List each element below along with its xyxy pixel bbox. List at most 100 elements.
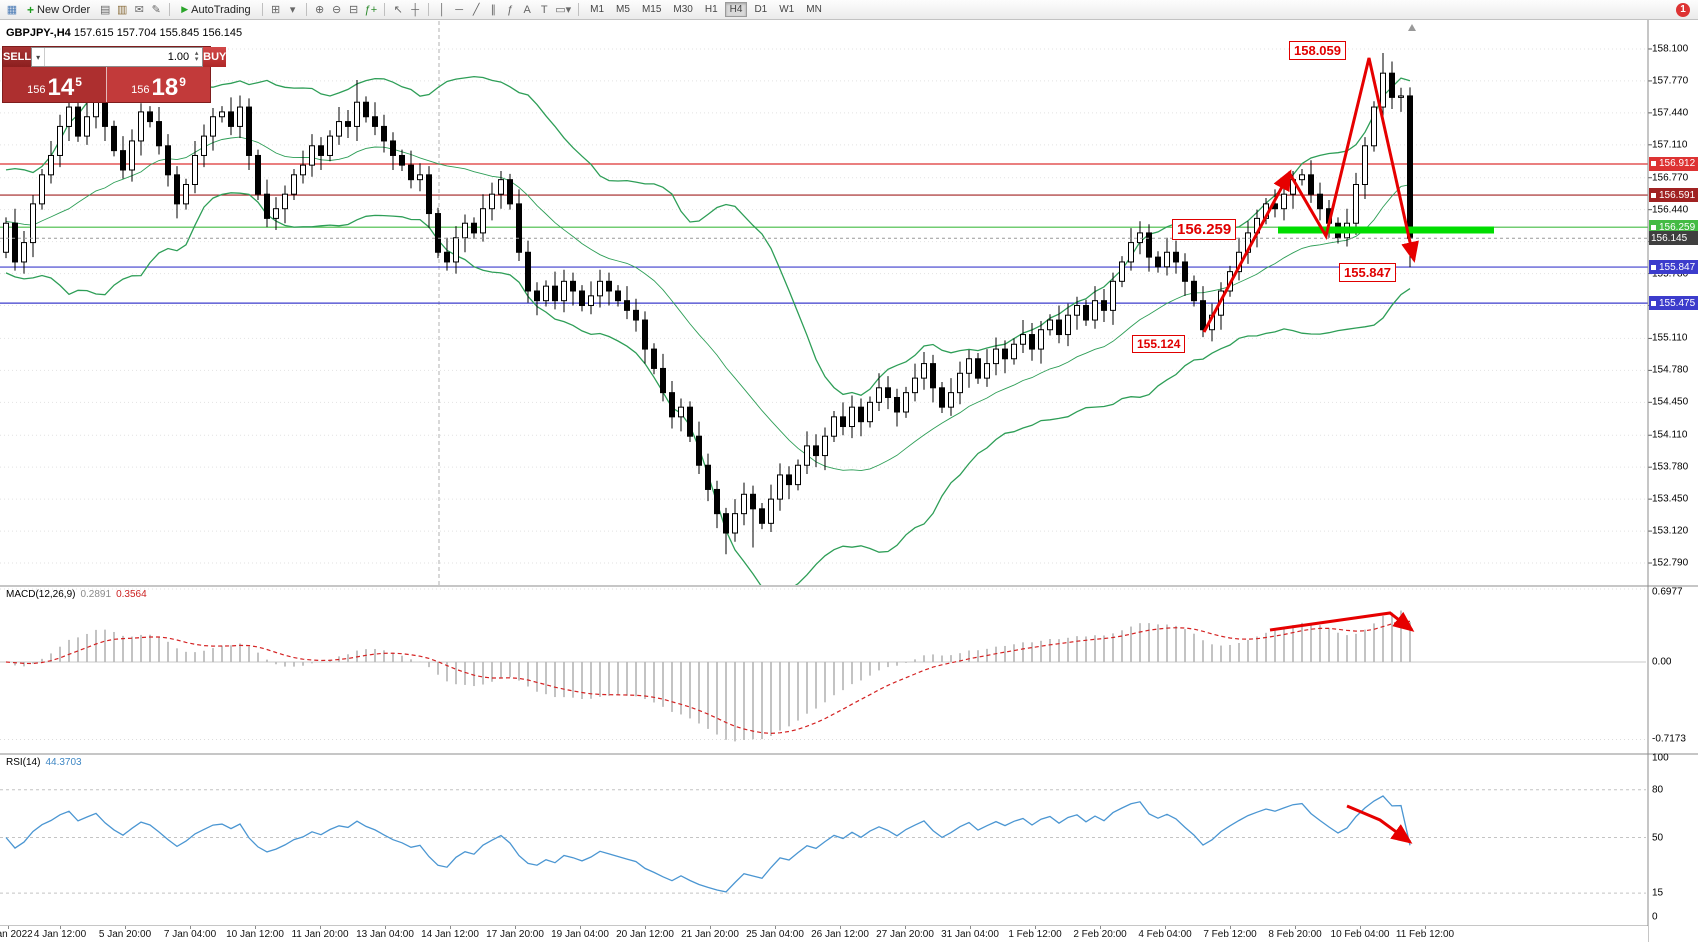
zoom-in-icon[interactable]: ⊕ [315, 4, 325, 16]
buy-button[interactable]: BUY [203, 47, 227, 67]
trend-arrow[interactable] [1269, 611, 1415, 632]
sell-price-prefix: 156 [27, 84, 46, 96]
timeframe-m15-button[interactable]: M15 [641, 4, 662, 15]
time-axis-tick [1100, 926, 1101, 929]
notification-badge[interactable]: 1 [1676, 2, 1690, 17]
trendline-icon[interactable]: ╱ [472, 4, 480, 16]
candles [3, 52, 1413, 555]
time-axis-label: 25 Jan 04:00 [746, 929, 804, 940]
bollinger-bands [5, 66, 1411, 585]
macd-signal-value: 0.3564 [116, 589, 147, 600]
time-axis-tick [1295, 926, 1296, 929]
charts-icon[interactable]: ▤ [100, 4, 111, 16]
one-click-trading-panel: SELL ▾ ▴▾ BUY 156 14 5 156 18 9 [2, 46, 227, 103]
time-axis-tick [1230, 926, 1231, 929]
time-axis-label: 20 Jan 12:00 [616, 929, 674, 940]
text-icon[interactable]: A [523, 3, 531, 16]
time-axis-label: 5 Jan 20:00 [98, 929, 152, 940]
crosshair-icon[interactable]: ┼ [411, 3, 420, 16]
profiles-icon[interactable]: ▥ [117, 4, 128, 16]
mail-icon[interactable]: ✉ [134, 4, 144, 16]
time-axis-label: 7 Feb 12:00 [1203, 929, 1257, 940]
rsi-value: 44.3703 [45, 757, 82, 768]
new-order-label: New Order [37, 3, 91, 16]
timeframe-m5-button[interactable]: M5 [616, 4, 630, 15]
time-axis-label: 17 Jan 20:00 [486, 929, 544, 940]
trend-arrow[interactable] [1288, 57, 1419, 263]
autotrading-label: AutoTrading [191, 3, 251, 16]
time-axis-label: 1 Feb 12:00 [1008, 929, 1062, 940]
zoom-out-icon[interactable]: ⊖ [332, 4, 342, 16]
toolbar-separator [169, 3, 171, 16]
rsi-panel [0, 789, 1646, 894]
symbol-info: GBPJPY-,H4 157.615 157.704 155.845 156.1… [6, 27, 242, 39]
time-axis-label: 11 Feb 12:00 [1395, 929, 1455, 940]
tile-windows-icon[interactable]: ⊟ [349, 4, 359, 16]
time-axis-tick [1425, 926, 1426, 929]
macd-label: MACD(12,26,9) 0.2891 0.3564 [6, 589, 147, 600]
vertical-line-icon[interactable]: │ [438, 3, 446, 16]
timeframe-h1-button[interactable]: H1 [704, 4, 718, 15]
toolbar-separator [305, 3, 307, 16]
timeframe-m30-button[interactable]: M30 [673, 4, 693, 15]
lot-input[interactable] [45, 51, 192, 63]
timeframe-mn-button[interactable]: MN [806, 4, 822, 15]
autotrading-button[interactable]: ▶ AutoTrading [175, 2, 256, 18]
cursor-icon[interactable]: ↖ [393, 4, 403, 16]
sell-price-sup: 5 [75, 75, 82, 89]
lot-increase-icon[interactable]: ▴ [194, 50, 199, 57]
time-axis-tick [1165, 926, 1166, 929]
buy-price[interactable]: 156 18 9 [107, 67, 210, 102]
scripts-icon[interactable]: ✎ [151, 4, 161, 16]
buy-price-big: 18 [151, 74, 179, 102]
trend-arrow[interactable] [1202, 169, 1292, 333]
toolbar-separator [384, 3, 386, 16]
time-axis-label: 11 Jan 20:00 [291, 929, 349, 940]
channel-icon[interactable]: ∥ [490, 4, 496, 16]
horizontal-line-icon[interactable]: ─ [455, 3, 464, 16]
chart-window-icon[interactable]: ▦ [6, 4, 18, 16]
new-order-button[interactable]: + New Order [21, 2, 96, 18]
fibonacci-icon[interactable]: ƒ [507, 3, 514, 16]
timeframe-d1-button[interactable]: D1 [754, 4, 768, 15]
lot-decrease-icon[interactable]: ▾ [194, 56, 199, 63]
time-axis-label: 8 Feb 20:00 [1268, 929, 1322, 940]
toolbar-separator [428, 3, 430, 16]
time-axis-label: 10 Feb 04:00 [1330, 929, 1390, 940]
timeframe-h4-button[interactable]: H4 [724, 2, 748, 17]
time-axis-tick [580, 926, 581, 929]
toolbar: ▦ + New Order ▤ ▥ ✉ ✎ ▶ AutoTrading ⊞ ▾ … [0, 0, 1698, 20]
buy-price-sup: 9 [179, 75, 186, 89]
lot-dropdown-icon[interactable]: ▾ [32, 48, 46, 66]
text-label-icon[interactable]: T [540, 3, 548, 16]
time-axis-tick [1035, 926, 1036, 929]
time-axis-label: 3 Jan 2022 [0, 929, 33, 940]
macd-panel [0, 588, 1646, 742]
time-axis-tick [905, 926, 906, 929]
symbol-ohlc: 157.615 157.704 155.845 156.145 [73, 27, 243, 39]
indicators-icon[interactable]: ƒ+ [364, 3, 378, 16]
symbol-name: GBPJPY-,H4 [6, 27, 71, 39]
sell-button[interactable]: SELL [3, 47, 32, 67]
time-axis-label: 10 Jan 12:00 [226, 929, 284, 940]
rsi-label: RSI(14) 44.3703 [6, 757, 82, 768]
new-chart-icon[interactable]: ⊞ [271, 4, 281, 16]
toolbar-separator [261, 3, 263, 16]
shapes-icon[interactable]: ▭▾ [555, 4, 572, 16]
timeframe-w1-button[interactable]: W1 [779, 4, 795, 15]
toolbar-separator [578, 3, 580, 16]
time-axis-label: 26 Jan 12:00 [811, 929, 869, 940]
time-axis-tick [450, 926, 451, 929]
time-axis-tick [1360, 926, 1361, 929]
trend-arrow[interactable] [1346, 804, 1413, 844]
macd-value: 0.2891 [80, 589, 112, 600]
rsi-name: RSI(14) [6, 757, 41, 768]
time-axis-label: 13 Jan 04:00 [356, 929, 414, 940]
time-axis-label: 21 Jan 20:00 [681, 929, 739, 940]
timeframe-m1-button[interactable]: M1 [590, 4, 605, 15]
chart-shift-marker[interactable] [1408, 24, 1416, 31]
chart-dropdown-icon[interactable]: ▾ [289, 4, 296, 16]
sell-price[interactable]: 156 14 5 [3, 67, 107, 102]
